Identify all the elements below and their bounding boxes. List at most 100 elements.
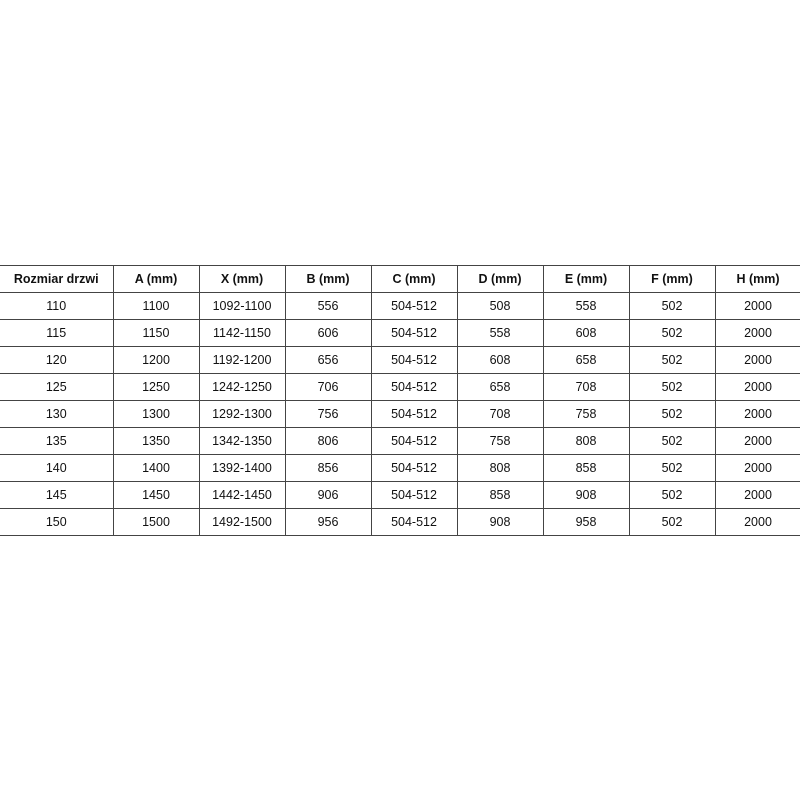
column-header: H (mm) xyxy=(714,265,800,293)
column-header: Rozmiar drzwi xyxy=(0,265,114,293)
table-cell: 1400 xyxy=(112,454,200,482)
table-row: 145 1450 1442-1450 906 504-512 858 908 502 2000 xyxy=(0,481,800,509)
table-row: 110 1100 1092-1100 556 504-512 508 558 502 2000 xyxy=(0,292,800,320)
table-cell: 1392-1400 xyxy=(198,454,286,482)
table-cell: 658 xyxy=(456,373,544,401)
column-header: B (mm) xyxy=(284,265,372,293)
column-header: E (mm) xyxy=(542,265,630,293)
table-cell: 1300 xyxy=(112,400,200,428)
table-cell: 2000 xyxy=(714,481,800,509)
table-cell: 608 xyxy=(456,346,544,374)
table-cell: 145 xyxy=(0,481,114,509)
table-row: 130 1300 1292-1300 756 504-512 708 758 502 2000 xyxy=(0,400,800,428)
table-cell: 856 xyxy=(284,454,372,482)
table-cell: 2000 xyxy=(714,292,800,320)
table-cell: 756 xyxy=(284,400,372,428)
table-cell: 956 xyxy=(284,508,372,536)
table-cell: 504-512 xyxy=(370,346,458,374)
table-cell: 558 xyxy=(456,319,544,347)
table-cell: 2000 xyxy=(714,454,800,482)
table-cell: 135 xyxy=(0,427,114,455)
table-cell: 504-512 xyxy=(370,454,458,482)
table-header: Rozmiar drzwi A (mm) X (mm) B (mm) C (mm) D (… xyxy=(0,265,800,293)
table-cell: 150 xyxy=(0,508,114,536)
table-cell: 502 xyxy=(628,292,716,320)
table-cell: 1250 xyxy=(112,373,200,401)
table-cell: 656 xyxy=(284,346,372,374)
table-cell: 958 xyxy=(542,508,630,536)
table-cell: 140 xyxy=(0,454,114,482)
table-cell: 2000 xyxy=(714,427,800,455)
table-cell: 2000 xyxy=(714,346,800,374)
table-cell: 806 xyxy=(284,427,372,455)
table-cell: 908 xyxy=(542,481,630,509)
table-cell: 502 xyxy=(628,427,716,455)
table-cell: 1092-1100 xyxy=(198,292,286,320)
table-cell: 504-512 xyxy=(370,319,458,347)
table-cell: 1200 xyxy=(112,346,200,374)
header-row: Rozmiar drzwi A (mm) X (mm) B (mm) C (mm) D (… xyxy=(0,265,800,293)
table-body: 110 1100 1092-1100 556 504-512 508 558 502 2000 1… xyxy=(0,292,800,536)
table-cell: 758 xyxy=(456,427,544,455)
table-cell: 1492-1500 xyxy=(198,508,286,536)
column-header: X (mm) xyxy=(198,265,286,293)
table-cell: 2000 xyxy=(714,319,800,347)
table-cell: 608 xyxy=(542,319,630,347)
table-cell: 508 xyxy=(456,292,544,320)
table-cell: 906 xyxy=(284,481,372,509)
table-cell: 1192-1200 xyxy=(198,346,286,374)
table-row: 125 1250 1242-1250 706 504-512 658 708 502 2000 xyxy=(0,373,800,401)
table-cell: 115 xyxy=(0,319,114,347)
table-row: 120 1200 1192-1200 656 504-512 608 658 502 2000 xyxy=(0,346,800,374)
table-cell: 808 xyxy=(456,454,544,482)
table-cell: 504-512 xyxy=(370,292,458,320)
column-header: F (mm) xyxy=(628,265,716,293)
table-cell: 110 xyxy=(0,292,114,320)
table-cell: 2000 xyxy=(714,373,800,401)
column-header: A (mm) xyxy=(112,265,200,293)
table-cell: 1142-1150 xyxy=(198,319,286,347)
table-cell: 504-512 xyxy=(370,481,458,509)
table-cell: 908 xyxy=(456,508,544,536)
table-cell: 502 xyxy=(628,400,716,428)
table-cell: 502 xyxy=(628,373,716,401)
table-cell: 1450 xyxy=(112,481,200,509)
table-cell: 1500 xyxy=(112,508,200,536)
table-cell: 808 xyxy=(542,427,630,455)
table-cell: 556 xyxy=(284,292,372,320)
table-cell: 858 xyxy=(456,481,544,509)
table-cell: 858 xyxy=(542,454,630,482)
table-cell: 130 xyxy=(0,400,114,428)
table-cell: 658 xyxy=(542,346,630,374)
door-size-table: Rozmiar drzwi A (mm) X (mm) B (mm) C (mm) D (… xyxy=(0,265,800,536)
table-cell: 502 xyxy=(628,346,716,374)
table-cell: 502 xyxy=(628,481,716,509)
table-cell: 120 xyxy=(0,346,114,374)
table-cell: 558 xyxy=(542,292,630,320)
table-cell: 2000 xyxy=(714,508,800,536)
table-cell: 502 xyxy=(628,319,716,347)
table-cell: 1150 xyxy=(112,319,200,347)
table-cell: 504-512 xyxy=(370,400,458,428)
table-cell: 708 xyxy=(456,400,544,428)
table-cell: 504-512 xyxy=(370,373,458,401)
table-cell: 606 xyxy=(284,319,372,347)
table-row: 115 1150 1142-1150 606 504-512 558 608 502 2000 xyxy=(0,319,800,347)
column-header: C (mm) xyxy=(370,265,458,293)
table-row: 150 1500 1492-1500 956 504-512 908 958 502 2000 xyxy=(0,508,800,536)
table-row: 140 1400 1392-1400 856 504-512 808 858 502 2000 xyxy=(0,454,800,482)
table-cell: 504-512 xyxy=(370,508,458,536)
table-cell: 708 xyxy=(542,373,630,401)
table-cell: 1442-1450 xyxy=(198,481,286,509)
table-cell: 1292-1300 xyxy=(198,400,286,428)
table-cell: 502 xyxy=(628,454,716,482)
table-cell: 1342-1350 xyxy=(198,427,286,455)
table-cell: 2000 xyxy=(714,400,800,428)
table-cell: 504-512 xyxy=(370,427,458,455)
table-row: 135 1350 1342-1350 806 504-512 758 808 502 2000 xyxy=(0,427,800,455)
table-cell: 502 xyxy=(628,508,716,536)
column-header: D (mm) xyxy=(456,265,544,293)
table-cell: 125 xyxy=(0,373,114,401)
table-cell: 706 xyxy=(284,373,372,401)
table-cell: 758 xyxy=(542,400,630,428)
